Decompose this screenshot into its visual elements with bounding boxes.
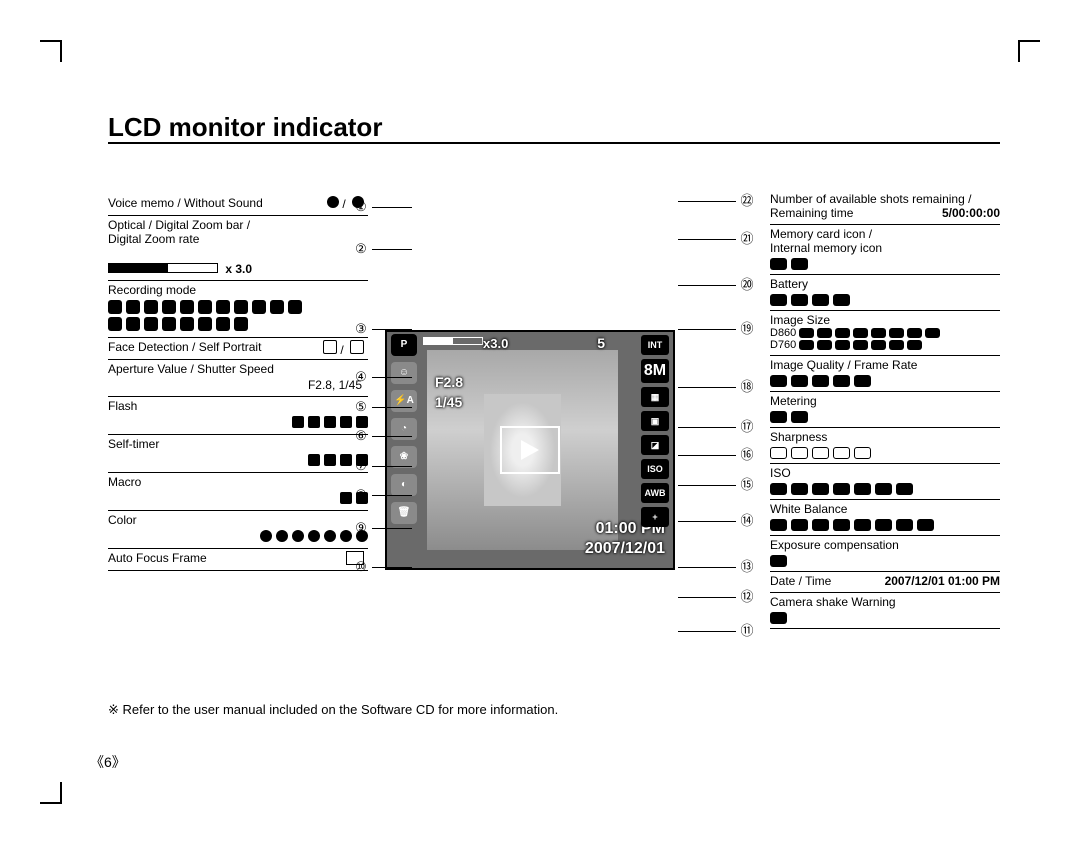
lcd-right-icon: INT xyxy=(641,335,669,355)
right-item-20: Battery xyxy=(770,275,1000,311)
lcd-date: 2007/12/01 xyxy=(585,540,665,558)
left-item-5: Aperture Value / Shutter SpeedF2.8, 1/45 xyxy=(108,360,368,397)
macro-icon: ❀ xyxy=(391,446,417,468)
lcd-right-icon: ▦ xyxy=(641,387,669,407)
play-icon xyxy=(521,440,539,460)
color-icon: ◐ xyxy=(391,474,417,496)
footnote: ※ Refer to the user manual included on t… xyxy=(108,702,558,718)
lcd-right-icon: ◪ xyxy=(641,435,669,455)
lcd-right-icon: ISO xyxy=(641,459,669,479)
lcd-right-icon: + xyxy=(641,507,669,527)
right-item-12: Date / Time2007/12/01 01:00 PM xyxy=(770,572,1000,593)
shutter-text: 1/45 xyxy=(435,394,462,410)
left-item-7: Self-timer xyxy=(108,435,368,473)
left-item-8: Macro xyxy=(108,473,368,511)
aperture-text: F2.8 xyxy=(435,374,463,390)
right-item-18: Image Quality / Frame Rate xyxy=(770,356,1000,392)
title-rule xyxy=(108,142,1000,144)
page-number: 《6》 xyxy=(90,752,126,772)
right-item-22: Number of available shots remaining / Re… xyxy=(770,190,1000,225)
right-item-13: Exposure compensation xyxy=(770,536,1000,572)
left-item-4: Face Detection / Self Portrait / xyxy=(108,338,368,360)
right-item-16: Sharpness xyxy=(770,428,1000,464)
left-item-9: Color xyxy=(108,511,368,549)
zoom-value: x3.0 xyxy=(483,336,508,351)
lcd-right-icon: 8M xyxy=(641,359,669,383)
flash-auto-icon: ⚡A xyxy=(391,390,417,412)
face-detect-icon: ☺ xyxy=(391,362,417,384)
right-item-14: White Balance xyxy=(770,500,1000,536)
right-callouts: Number of available shots remaining / Re… xyxy=(770,190,1000,629)
lcd-screen: x3.0 5 P ☺ ⚡A ◔ ❀ ◐ 🗑 F2.8 1/45 01:00 PM… xyxy=(385,330,675,570)
right-item-21: Memory card icon / Internal memory icon xyxy=(770,225,1000,275)
left-item-2: Optical / Digital Zoom bar / Digital Zoo… xyxy=(108,216,368,281)
left-item-10: Auto Focus Frame xyxy=(108,549,368,571)
lcd-diagram: Voice memo / Without Sound / Optical / D… xyxy=(90,180,1000,660)
left-item-1: Voice memo / Without Sound / xyxy=(108,194,368,216)
right-item-15: ISO xyxy=(770,464,1000,500)
lcd-right-icon: AWB xyxy=(641,483,669,503)
shots-remaining: 5 xyxy=(597,335,605,351)
left-callouts: Voice memo / Without Sound / Optical / D… xyxy=(108,194,368,571)
zoom-bar-icon xyxy=(423,337,483,345)
trash-icon: 🗑 xyxy=(391,502,417,524)
lcd-right-icons: INT 8M ▦ ▣ ◪ ISO AWB + xyxy=(641,335,669,527)
page-title: LCD monitor indicator xyxy=(108,112,382,143)
lcd-right-icon: ▣ xyxy=(641,411,669,431)
left-item-3: Recording mode xyxy=(108,281,368,338)
right-item-19: Image SizeD860D760 xyxy=(770,311,1000,356)
right-item-11: Camera shake Warning xyxy=(770,593,1000,629)
mode-p-icon: P xyxy=(391,334,417,356)
right-item-17: Metering xyxy=(770,392,1000,428)
left-item-6: Flash xyxy=(108,397,368,435)
